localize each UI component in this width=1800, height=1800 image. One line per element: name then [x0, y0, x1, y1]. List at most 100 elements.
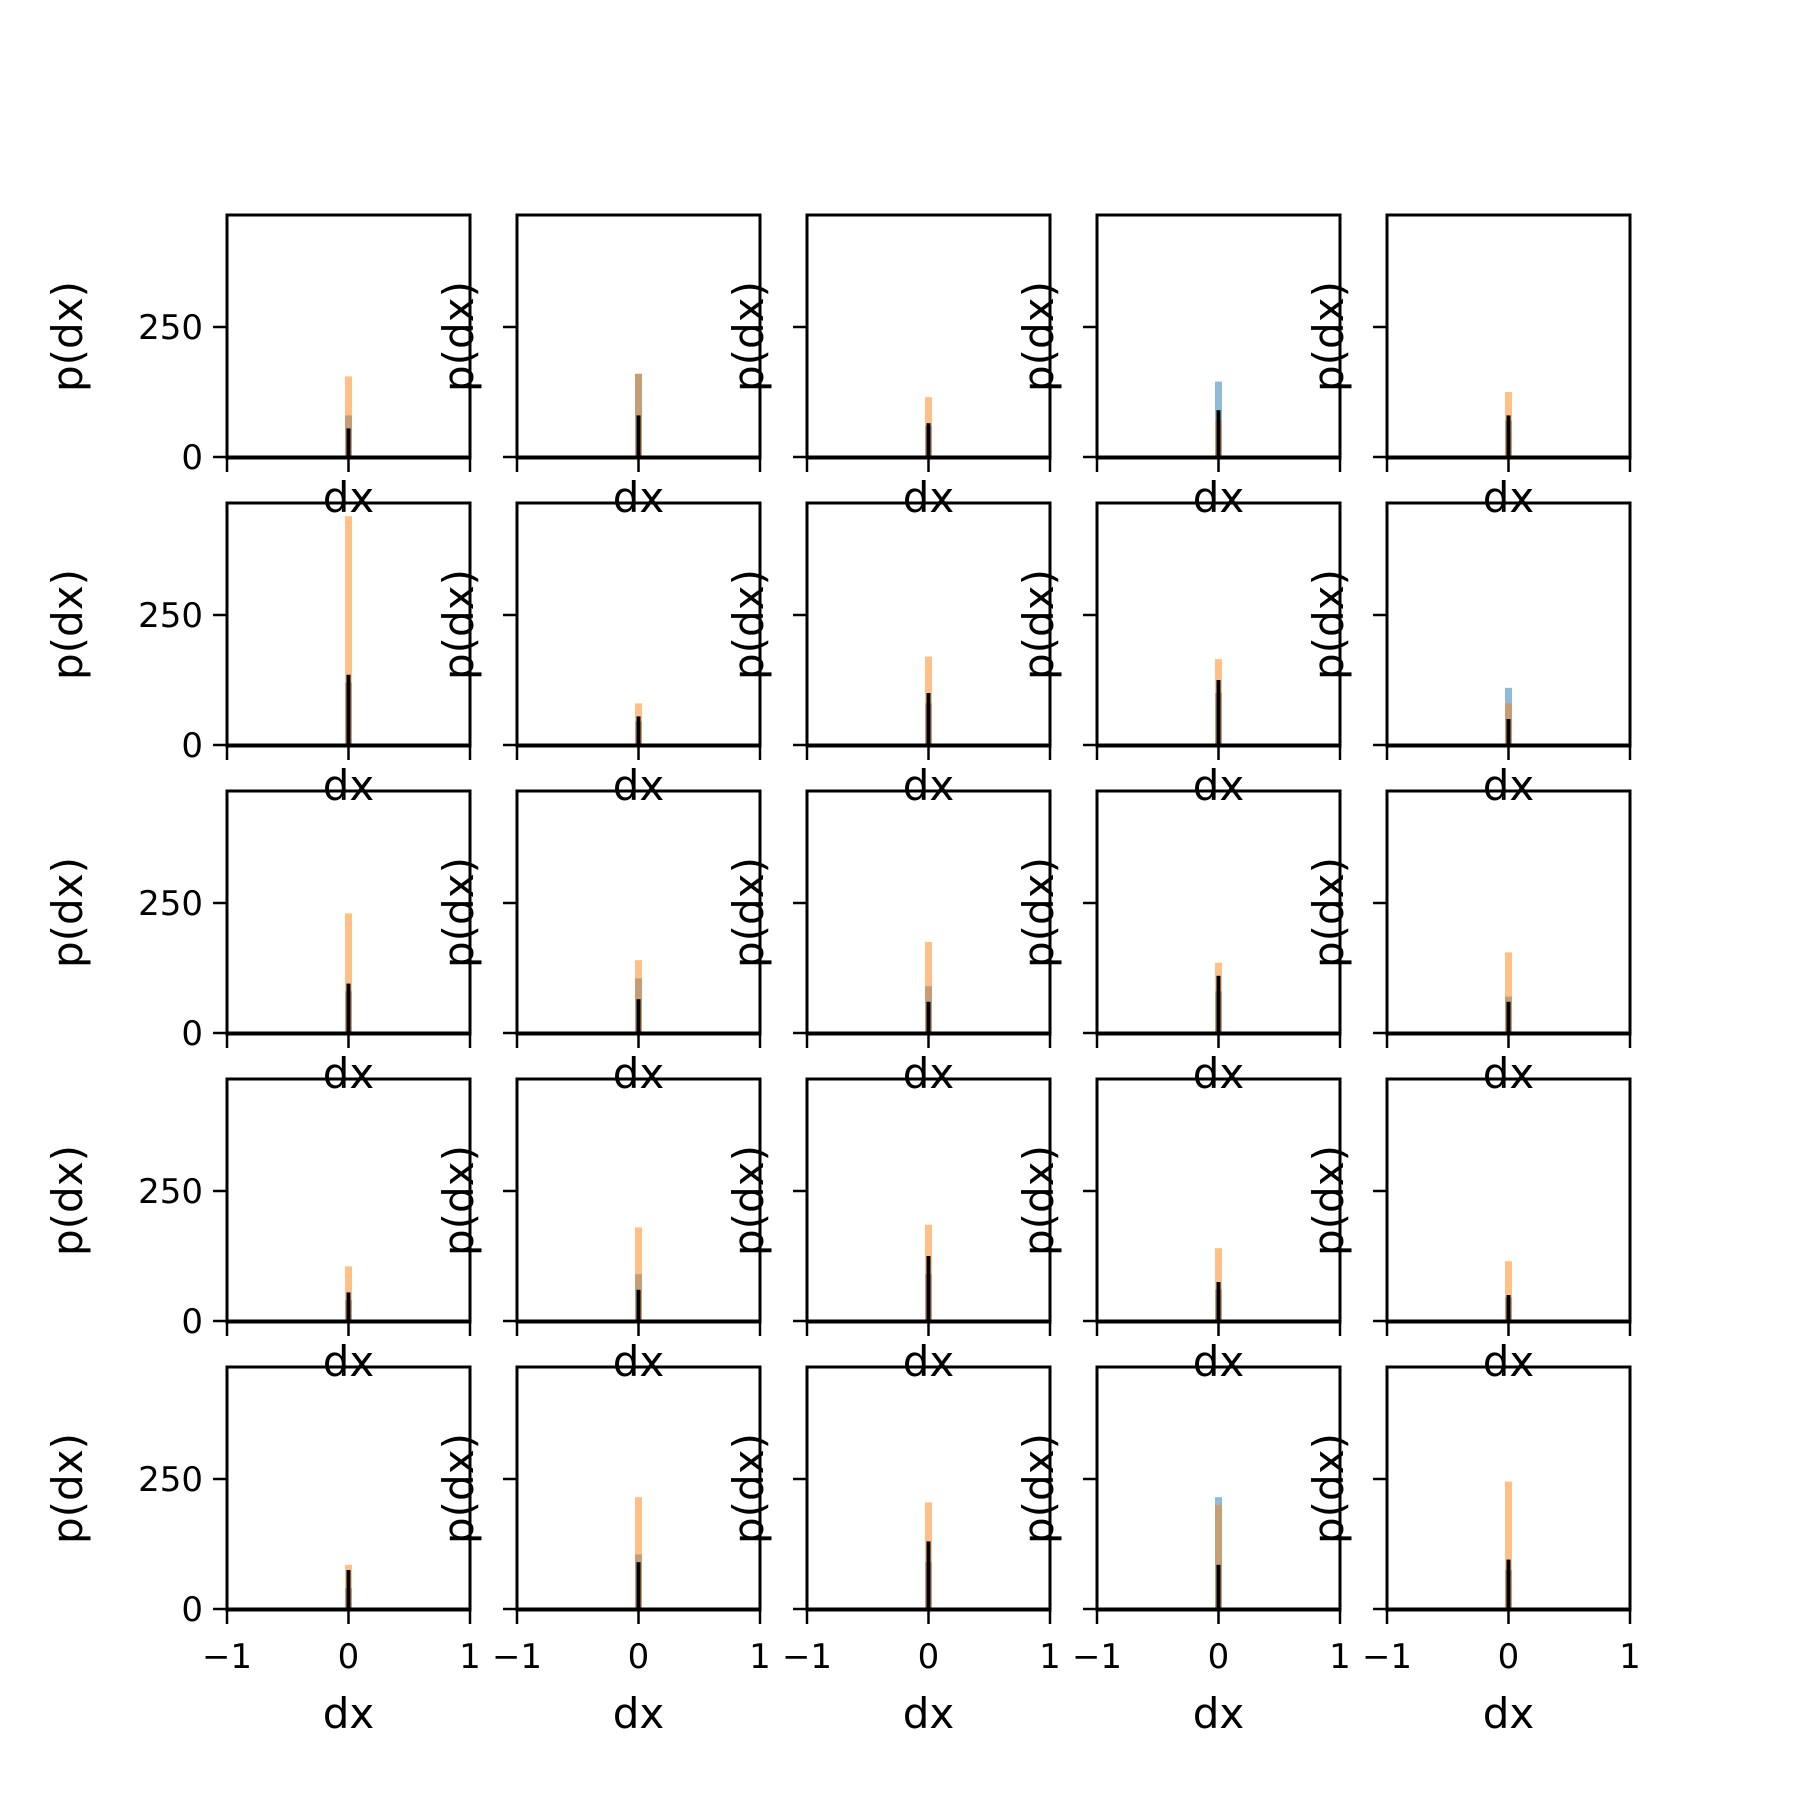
- x-axis-label: dx: [903, 761, 955, 810]
- y-axis-label: p(dx): [1014, 1433, 1063, 1544]
- y-axis-label: p(dx): [1304, 1145, 1353, 1256]
- y-axis-label: p(dx): [1014, 281, 1063, 392]
- panels-layer: 0250dxp(dx)dxp(dx)dxp(dx)dxp(dx)dxp(dx)0…: [43, 213, 1641, 1738]
- y-tick-label: 0: [181, 1590, 203, 1630]
- histogram-bar-orange: [345, 376, 352, 457]
- panel-r4-c3: dx p(dx): [724, 1077, 1052, 1386]
- x-tick-label: −1: [492, 1637, 542, 1677]
- y-axis-label: p(dx): [1304, 857, 1353, 968]
- panel-r2-c5: dx p(dx): [1304, 501, 1632, 810]
- x-axis-label: dx: [1193, 761, 1245, 810]
- y-axis-label: p(dx): [43, 569, 92, 680]
- panel-r3-c5: dx p(dx): [1304, 789, 1632, 1098]
- x-axis-label: dx: [1483, 761, 1535, 810]
- x-axis-label: dx: [323, 1689, 375, 1738]
- panel-r1-c3: dx p(dx): [724, 213, 1052, 522]
- histogram-bar-orange: [1505, 1481, 1512, 1609]
- y-axis-label: p(dx): [1014, 569, 1063, 680]
- y-axis-label: p(dx): [724, 1433, 773, 1544]
- histogram-bar-orange: [345, 516, 352, 745]
- y-axis-label: p(dx): [724, 1145, 773, 1256]
- x-axis-label: dx: [613, 1689, 665, 1738]
- x-axis-label: dx: [1483, 1337, 1535, 1386]
- x-tick-label: 0: [338, 1637, 360, 1677]
- histogram-bar-orange: [1505, 1261, 1512, 1321]
- histogram-bar-orange: [1505, 952, 1512, 1033]
- y-tick-label: 250: [138, 308, 203, 348]
- panel-r3-c1: 0 250 dx p(dx): [43, 789, 472, 1098]
- y-tick-label: 250: [138, 884, 203, 924]
- y-axis-label: p(dx): [434, 857, 483, 968]
- panel-r5-c1: 0 250 −1 0 1 dx p(dx): [43, 1365, 481, 1738]
- histogram-bar-orange: [925, 942, 932, 1033]
- y-axis-label: p(dx): [1304, 281, 1353, 392]
- panel-r1-c5: dx p(dx): [1304, 213, 1632, 522]
- x-axis-label: dx: [1483, 1049, 1535, 1098]
- panel-r2-c2: dx p(dx): [434, 501, 762, 810]
- y-axis-label: p(dx): [43, 1433, 92, 1544]
- y-tick-label: 0: [181, 1014, 203, 1054]
- histogram-bar-orange: [635, 1497, 642, 1609]
- y-axis-label: p(dx): [1014, 1145, 1063, 1256]
- x-axis-label: dx: [323, 761, 375, 810]
- x-axis-label: dx: [1193, 1337, 1245, 1386]
- panel-r5-c4: −1 0 1 dx p(dx): [1014, 1365, 1351, 1738]
- panel-r5-c5: −1 0 1 dx p(dx): [1304, 1365, 1641, 1738]
- x-tick-label: −1: [1072, 1637, 1122, 1677]
- x-tick-label: −1: [782, 1637, 832, 1677]
- y-axis-label: p(dx): [434, 1145, 483, 1256]
- x-axis-label: dx: [1483, 1689, 1535, 1738]
- histogram-bar-orange: [1215, 1505, 1222, 1609]
- y-tick-label: 0: [181, 438, 203, 478]
- x-axis-label: dx: [903, 473, 955, 522]
- x-tick-label: 0: [628, 1637, 650, 1677]
- panel-r3-c2: dx p(dx): [434, 789, 762, 1098]
- histogram-bar-orange: [635, 1227, 642, 1321]
- x-axis-label: dx: [613, 473, 665, 522]
- y-axis-label: p(dx): [43, 281, 92, 392]
- x-axis-label: dx: [1483, 473, 1535, 522]
- panel-r4-c4: dx p(dx): [1014, 1077, 1342, 1386]
- panel-r4-c2: dx p(dx): [434, 1077, 762, 1386]
- y-axis-label: p(dx): [1014, 857, 1063, 968]
- panel-r5-c2: −1 0 1 dx p(dx): [434, 1365, 771, 1738]
- y-axis-label: p(dx): [724, 281, 773, 392]
- panel-r3-c4: dx p(dx): [1014, 789, 1342, 1098]
- y-axis-label: p(dx): [43, 1145, 92, 1256]
- x-tick-label: 1: [459, 1637, 481, 1677]
- x-tick-label: 1: [1329, 1637, 1351, 1677]
- x-tick-label: −1: [1362, 1637, 1412, 1677]
- y-axis-label: p(dx): [724, 857, 773, 968]
- x-axis-label: dx: [323, 1337, 375, 1386]
- y-tick-label: 250: [138, 1460, 203, 1500]
- x-axis-label: dx: [323, 1049, 375, 1098]
- panel-r5-c3: −1 0 1 dx p(dx): [724, 1365, 1061, 1738]
- panel-r1-c4: dx p(dx): [1014, 213, 1342, 522]
- x-axis-label: dx: [1193, 473, 1245, 522]
- x-tick-label: 1: [1039, 1637, 1061, 1677]
- y-tick-label: 250: [138, 1172, 203, 1212]
- histogram-bar-orange: [345, 913, 352, 1033]
- y-axis-label: p(dx): [434, 281, 483, 392]
- panel-r4-c1: 0 250 dx p(dx): [43, 1077, 472, 1386]
- y-tick-label: 0: [181, 1302, 203, 1342]
- panel-r2-c3: dx p(dx): [724, 501, 1052, 810]
- panel-r3-c3: dx p(dx): [724, 789, 1052, 1098]
- panel-r4-c5: dx p(dx): [1304, 1077, 1632, 1386]
- x-axis-label: dx: [903, 1337, 955, 1386]
- panel-r2-c1: 0 250 dx p(dx): [43, 501, 472, 810]
- x-axis-label: dx: [323, 473, 375, 522]
- x-tick-label: 1: [749, 1637, 771, 1677]
- y-tick-label: 0: [181, 726, 203, 766]
- y-axis-label: p(dx): [724, 569, 773, 680]
- y-axis-label: p(dx): [1304, 569, 1353, 680]
- panel-r2-c4: dx p(dx): [1014, 501, 1342, 810]
- y-axis-label: p(dx): [434, 1433, 483, 1544]
- x-tick-label: 0: [918, 1637, 940, 1677]
- x-axis-label: dx: [613, 1337, 665, 1386]
- x-tick-label: 1: [1619, 1637, 1641, 1677]
- x-axis-label: dx: [903, 1049, 955, 1098]
- y-axis-label: p(dx): [43, 857, 92, 968]
- x-axis-label: dx: [613, 1049, 665, 1098]
